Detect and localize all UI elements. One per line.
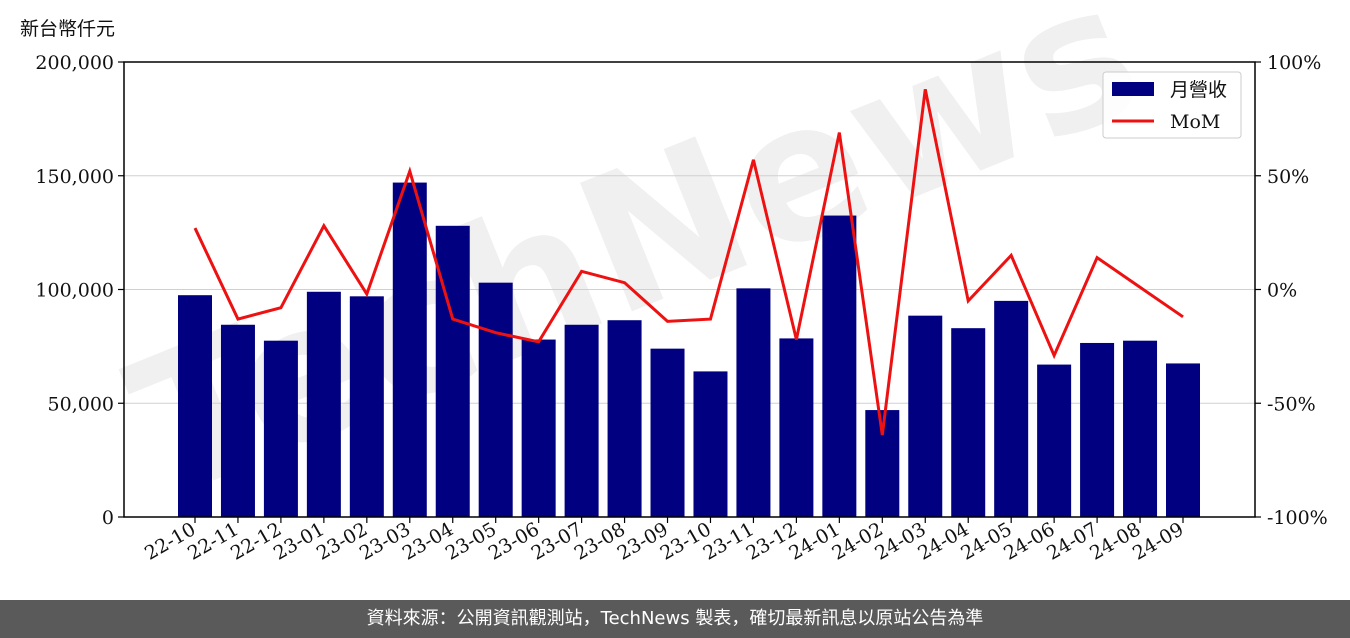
revenue-bar <box>1123 340 1158 517</box>
revenue-bar <box>564 324 599 517</box>
y-axis-unit-label: 新台幣仟元 <box>20 18 116 40</box>
revenue-bar <box>822 215 857 517</box>
right-tick-label: 50% <box>1267 166 1309 188</box>
left-tick-label: 150,000 <box>35 166 114 188</box>
revenue-bar <box>263 340 298 517</box>
left-tick-label: 200,000 <box>35 52 114 74</box>
legend-bar-label: 月營收 <box>1170 79 1227 101</box>
revenue-bar <box>951 328 986 517</box>
source-footer: 資料來源：公開資訊觀測站，TechNews 製表，確切最新訊息以原站公告為準 <box>0 600 1350 638</box>
chart-legend: 月營收 MoM <box>1102 71 1242 139</box>
legend-bar-swatch <box>1112 82 1154 96</box>
right-tick-label: 100% <box>1267 52 1321 74</box>
revenue-bars <box>178 182 1200 518</box>
revenue-bar <box>1080 342 1115 517</box>
revenue-chart: TechNews 050,000100,000150,000200,000-10… <box>35 0 1328 565</box>
revenue-bar <box>607 320 642 517</box>
revenue-bar <box>306 291 341 517</box>
revenue-bar <box>908 315 943 517</box>
revenue-bar <box>779 338 814 517</box>
left-tick-label: 100,000 <box>35 280 114 302</box>
left-tick-label: 50,000 <box>48 393 114 415</box>
legend-line-label: MoM <box>1170 111 1220 133</box>
revenue-bar <box>392 182 427 517</box>
mom-line <box>193 89 1184 436</box>
right-tick-label: 0% <box>1267 280 1297 302</box>
revenue-bar <box>220 324 255 517</box>
revenue-bar <box>349 296 384 517</box>
x-tick-label: 24-09 <box>1129 518 1187 564</box>
revenue-bar <box>650 348 685 517</box>
mom-line-series <box>193 89 1184 436</box>
revenue-bar <box>693 371 728 517</box>
revenue-bar <box>736 288 771 517</box>
revenue-bar <box>478 282 513 517</box>
right-tick-label: -100% <box>1267 507 1328 529</box>
revenue-bar <box>178 295 212 517</box>
revenue-bar <box>521 339 556 517</box>
revenue-bar <box>1166 363 1200 517</box>
left-tick-label: 0 <box>102 507 114 529</box>
right-tick-label: -50% <box>1267 393 1316 415</box>
revenue-bar <box>435 225 470 518</box>
revenue-bar <box>1037 364 1072 517</box>
revenue-bar <box>994 300 1029 517</box>
